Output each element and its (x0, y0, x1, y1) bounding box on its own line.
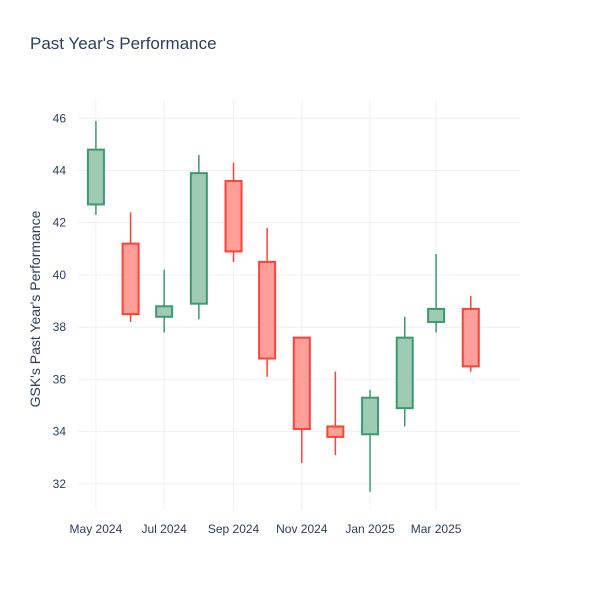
candle[interactable] (189, 154, 208, 320)
y-tick-label: 32 (53, 477, 67, 491)
candle[interactable] (86, 120, 105, 215)
candle-body[interactable] (258, 260, 277, 360)
y-tick-label: 36 (53, 372, 67, 386)
y-axis-title: GSK's Past Year's Performance (27, 210, 43, 407)
candle[interactable] (427, 254, 446, 333)
y-tick-label: 40 (53, 268, 67, 282)
axes: 32 34 36 38 40 42 44 46 May 2024 Jul 2024 Sep 2024… (53, 111, 462, 536)
candle[interactable] (258, 227, 277, 377)
candle-body[interactable] (326, 425, 345, 438)
candle[interactable] (121, 212, 140, 322)
candle-body[interactable] (155, 305, 174, 318)
x-tick-label: Mar 2025 (411, 522, 462, 536)
x-tick-label: May 2024 (70, 522, 123, 536)
x-tick-label: Jan 2025 (345, 522, 395, 536)
candle[interactable] (292, 336, 311, 463)
candle-body[interactable] (189, 172, 208, 305)
candles (86, 120, 480, 492)
candle-body[interactable] (461, 307, 480, 368)
y-tick-label: 44 (53, 164, 67, 178)
x-tick-label: Sep 2024 (208, 522, 260, 536)
candle-body[interactable] (395, 336, 414, 410)
candle-body[interactable] (86, 148, 105, 206)
y-tick-label: 42 (53, 216, 67, 230)
candle[interactable] (461, 295, 480, 372)
candle-body[interactable] (361, 396, 380, 436)
y-tick-label: 38 (53, 320, 67, 334)
x-tick-label: Jul 2024 (141, 522, 187, 536)
candle[interactable] (361, 389, 380, 492)
candle-body[interactable] (427, 307, 446, 323)
grid-lines (78, 100, 520, 510)
candle-body[interactable] (121, 242, 140, 316)
y-tick-label: 34 (53, 425, 67, 439)
x-tick-label: Nov 2024 (276, 522, 328, 536)
candle-body[interactable] (224, 179, 243, 253)
candle[interactable] (224, 162, 243, 262)
y-tick-label: 46 (53, 111, 67, 125)
candle-body[interactable] (292, 336, 311, 431)
candle[interactable] (395, 316, 414, 427)
candle[interactable] (155, 269, 174, 333)
chart-title: Past Year's Performance (30, 34, 217, 53)
candle[interactable] (326, 371, 345, 456)
